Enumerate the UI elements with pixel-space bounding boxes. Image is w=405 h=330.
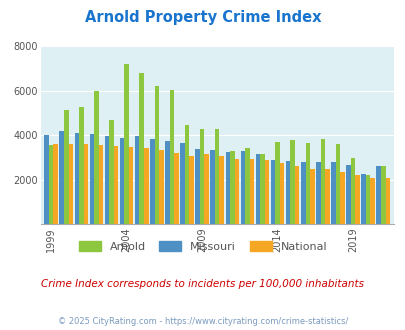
Bar (98, 145, 103, 224)
Bar (79, 107, 83, 224)
Bar (315, 162, 320, 224)
Bar (245, 148, 249, 224)
Bar (169, 90, 174, 224)
Bar (360, 174, 365, 224)
Bar (330, 162, 335, 224)
Bar (109, 120, 113, 224)
Bar (104, 136, 109, 224)
Bar (279, 163, 283, 224)
Bar (113, 147, 118, 224)
Bar (275, 142, 279, 224)
Bar (119, 138, 124, 224)
Bar (230, 151, 234, 224)
Bar (174, 153, 178, 224)
Bar (214, 129, 219, 224)
Bar (129, 147, 133, 224)
Bar (83, 144, 88, 224)
Bar (225, 151, 230, 224)
Bar (300, 162, 305, 224)
Bar (210, 150, 214, 224)
Bar (90, 134, 94, 224)
Bar (354, 176, 359, 224)
Bar (335, 144, 339, 224)
Bar (320, 139, 324, 224)
Bar (180, 143, 184, 224)
Bar (260, 154, 264, 224)
Bar (59, 131, 64, 224)
Bar (44, 135, 49, 224)
Bar (53, 144, 58, 224)
Bar (294, 166, 299, 224)
Bar (154, 86, 159, 224)
Bar (285, 161, 290, 224)
Bar (124, 64, 129, 224)
Bar (385, 178, 389, 224)
Bar (324, 169, 329, 224)
Bar (339, 172, 344, 224)
Bar (380, 166, 385, 224)
Legend: Arnold, Missouri, National: Arnold, Missouri, National (74, 237, 331, 256)
Text: Arnold Property Crime Index: Arnold Property Crime Index (85, 10, 320, 25)
Bar (184, 125, 189, 224)
Bar (134, 136, 139, 224)
Bar (68, 144, 73, 224)
Bar (64, 110, 68, 224)
Bar (219, 156, 224, 224)
Bar (165, 141, 169, 224)
Bar (204, 154, 209, 224)
Bar (234, 159, 239, 224)
Bar (255, 154, 260, 224)
Bar (375, 166, 380, 224)
Bar (369, 178, 374, 224)
Bar (350, 157, 354, 224)
Bar (75, 133, 79, 224)
Bar (309, 169, 314, 224)
Bar (189, 156, 193, 224)
Bar (139, 73, 144, 224)
Bar (290, 140, 294, 224)
Bar (195, 148, 199, 224)
Text: Crime Index corresponds to incidents per 100,000 inhabitants: Crime Index corresponds to incidents per… (41, 279, 364, 289)
Bar (94, 91, 98, 224)
Bar (150, 139, 154, 224)
Bar (199, 129, 204, 224)
Bar (159, 149, 163, 224)
Text: © 2025 CityRating.com - https://www.cityrating.com/crime-statistics/: © 2025 CityRating.com - https://www.city… (58, 317, 347, 326)
Bar (345, 165, 350, 224)
Bar (240, 151, 245, 224)
Bar (249, 159, 254, 224)
Bar (270, 160, 275, 224)
Bar (305, 143, 309, 224)
Bar (49, 145, 53, 224)
Bar (365, 175, 369, 224)
Bar (264, 160, 269, 224)
Bar (144, 148, 148, 224)
